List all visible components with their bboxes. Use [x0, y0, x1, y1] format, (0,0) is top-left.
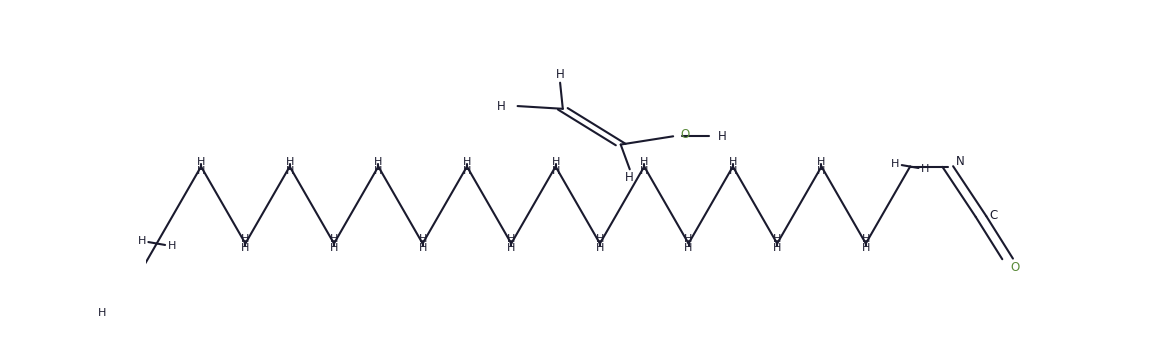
- Text: H: H: [921, 164, 929, 174]
- Text: O: O: [680, 129, 690, 141]
- Text: H: H: [330, 243, 338, 253]
- Text: H: H: [497, 100, 505, 112]
- Text: H: H: [817, 166, 826, 176]
- Text: H: H: [684, 234, 693, 244]
- Text: H: H: [508, 234, 516, 244]
- Text: H: H: [286, 166, 294, 176]
- Text: H: H: [595, 234, 605, 244]
- Text: H: H: [330, 234, 338, 244]
- Text: H: H: [861, 243, 869, 253]
- Text: H: H: [890, 159, 900, 169]
- Text: H: H: [98, 308, 106, 318]
- Text: H: H: [640, 166, 649, 176]
- Text: H: H: [728, 166, 738, 176]
- Text: H: H: [419, 234, 427, 244]
- Text: H: H: [718, 130, 726, 143]
- Text: H: H: [197, 166, 205, 176]
- Text: H: H: [375, 157, 383, 167]
- Text: H: H: [551, 166, 560, 176]
- Text: H: H: [773, 234, 782, 244]
- Text: H: H: [168, 241, 176, 251]
- Text: H: H: [640, 157, 649, 167]
- Text: H: H: [242, 234, 250, 244]
- Text: N: N: [956, 155, 965, 167]
- Text: H: H: [286, 157, 294, 167]
- Text: H: H: [861, 234, 869, 244]
- Text: H: H: [595, 243, 605, 253]
- Text: H: H: [684, 243, 693, 253]
- Text: H: H: [197, 157, 205, 167]
- Text: H: H: [508, 243, 516, 253]
- Text: H: H: [817, 157, 826, 167]
- Text: H: H: [138, 236, 146, 246]
- Text: H: H: [555, 68, 565, 81]
- Text: H: H: [242, 243, 250, 253]
- Text: H: H: [773, 243, 782, 253]
- Text: H: H: [419, 243, 427, 253]
- Text: H: H: [463, 157, 471, 167]
- Text: H: H: [551, 157, 560, 167]
- Text: H: H: [626, 171, 634, 184]
- Text: C: C: [990, 209, 998, 222]
- Text: O: O: [1011, 261, 1020, 274]
- Text: H: H: [375, 166, 383, 176]
- Text: H: H: [728, 157, 738, 167]
- Text: H: H: [463, 166, 471, 176]
